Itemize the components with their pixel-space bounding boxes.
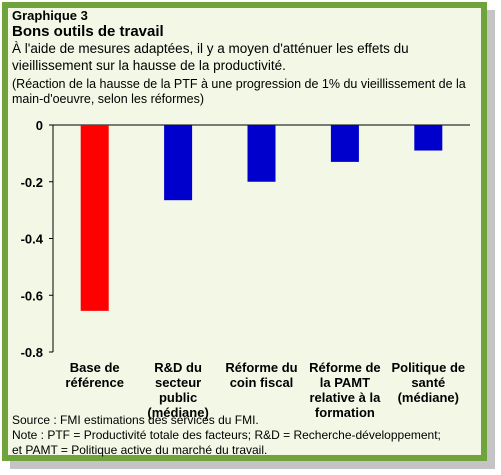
- x-tick-label: secteur: [155, 375, 201, 390]
- chart-footer: Source : FMI estimations des services du…: [12, 413, 492, 458]
- x-tick-label: relative à la: [309, 390, 381, 405]
- note-text-2: et PAMT = Politique active du marché du …: [12, 443, 268, 457]
- bar: [80, 125, 109, 311]
- chart-label: Graphique 3: [12, 8, 88, 23]
- x-tick-label: (médiane): [147, 405, 208, 420]
- x-tick-label: (médiane): [398, 390, 459, 405]
- x-tick-label: la PAMT: [320, 375, 370, 390]
- bar: [330, 125, 359, 162]
- x-tick-label: R&D du: [154, 360, 202, 375]
- x-tick-label: public: [159, 390, 197, 405]
- bar: [247, 125, 276, 182]
- y-tick-label: 0: [36, 118, 43, 133]
- x-tick-label: référence: [65, 375, 124, 390]
- bar: [164, 125, 193, 201]
- x-tick-label: Réforme du: [225, 360, 297, 375]
- source-text: Source : FMI estimations des services du…: [12, 413, 259, 427]
- y-tick-label: -0.6: [21, 288, 43, 303]
- chart-subtitle: À l'aide de mesures adaptées, il y a moy…: [12, 41, 409, 73]
- x-tick-label: coin fiscal: [230, 375, 294, 390]
- x-tick-label: santé: [411, 375, 445, 390]
- note-text-1: Note : PTF = Productivité totale des fac…: [12, 428, 441, 442]
- x-tick-label: formation: [315, 405, 375, 420]
- x-tick-label: Politique de: [391, 360, 465, 375]
- chart-title: Bons outils de travail: [12, 23, 164, 40]
- y-tick-label: -0.4: [21, 232, 44, 247]
- y-tick-label: -0.8: [21, 345, 43, 360]
- chart-note: (Réaction de la hausse de la PTF à une p…: [12, 77, 466, 106]
- y-tick-label: -0.2: [21, 175, 43, 190]
- x-tick-label: Réforme de: [309, 360, 381, 375]
- x-tick-label: Base de: [70, 360, 120, 375]
- chart-header: Graphique 3 Bons outils de travail À l'a…: [12, 8, 482, 107]
- bar: [414, 125, 443, 151]
